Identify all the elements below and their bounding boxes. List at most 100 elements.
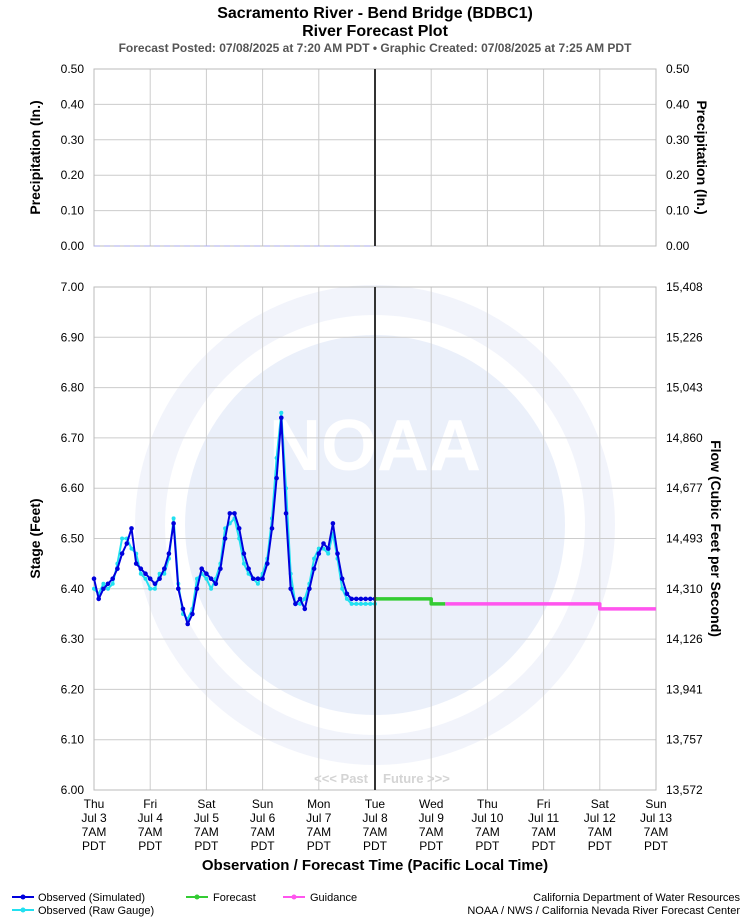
- precip-ytick-right: 0.30: [666, 133, 690, 147]
- stage-ytick-left: 6.50: [61, 532, 85, 546]
- x-tick-line: 7AM: [306, 825, 331, 839]
- data-point-observed-raw-gauge: [354, 601, 359, 606]
- x-tick-line: Jul 3: [81, 811, 107, 825]
- data-point-observed-simulated: [166, 551, 172, 556]
- x-tick-label: Sat Jul 12 7AM PDT: [584, 797, 616, 853]
- precip-ytick-left: 0.20: [61, 168, 85, 182]
- data-point-observed-simulated: [105, 581, 111, 587]
- x-tick-line: Jul 5: [194, 811, 220, 825]
- legend-label: Observed (Simulated): [38, 892, 145, 904]
- x-tick-line: Mon: [307, 797, 330, 811]
- data-point-observed-raw-gauge: [326, 551, 331, 556]
- data-point-observed-simulated: [279, 415, 284, 421]
- x-tick-label: Thu Jul 10 7AM PDT: [471, 797, 503, 853]
- data-point-observed-raw-gauge: [148, 586, 153, 591]
- data-point-observed-raw-gauge: [106, 586, 110, 591]
- data-point-observed-simulated: [152, 581, 158, 587]
- data-point-observed-simulated: [129, 526, 134, 531]
- data-point-observed-simulated: [250, 576, 256, 581]
- x-tick-line: 7AM: [587, 825, 612, 839]
- precip-ytick-right: 0.00: [666, 239, 690, 253]
- data-point-observed-simulated: [335, 551, 340, 556]
- x-tick-line: Sat: [197, 797, 216, 811]
- x-tick-line: 7AM: [419, 825, 444, 839]
- stage-panel: 7.00 15,408 6.90 15,226 6.80 15,043 6.70 14,860…: [27, 280, 724, 874]
- precip-ytick-left: 0.10: [61, 204, 85, 218]
- x-tick-line: Thu: [477, 797, 498, 811]
- data-point-observed-simulated: [96, 596, 101, 602]
- flow-ylabel-right: Flow (Cubic Feet per Second): [708, 440, 724, 637]
- stage-ytick-left: 6.20: [61, 682, 85, 696]
- stage-ytick-left: 6.70: [61, 431, 85, 445]
- series-line-forecast: [375, 597, 446, 606]
- series-line-guidance: [445, 602, 656, 611]
- x-tick-line: Jul 6: [250, 811, 276, 825]
- precip-ytick-left: 0.00: [61, 239, 85, 253]
- x-tick-line: PDT: [644, 839, 669, 853]
- flow-ytick-right: 14,310: [666, 582, 703, 596]
- data-point-observed-simulated: [274, 475, 279, 481]
- stage-ytick-left: 7.00: [61, 280, 85, 294]
- data-point-observed-raw-gauge: [340, 586, 345, 591]
- data-point-observed-raw-gauge: [129, 546, 134, 551]
- precipitation-panel: 0.50 0.50 0.40 0.40 0.30 0.30 0.20 0.20 0.10 0.10…: [27, 62, 710, 253]
- credit-line-2: NOAA / NWS / California Nevada River For…: [467, 905, 740, 917]
- data-point-observed-simulated: [363, 596, 368, 602]
- legend-item-guidance: Guidance: [283, 892, 357, 904]
- data-point-observed-raw-gauge: [358, 601, 363, 606]
- x-tick-line: PDT: [194, 839, 219, 853]
- flow-ytick-right: 13,572: [666, 783, 703, 797]
- flow-ytick-right: 13,941: [666, 682, 703, 696]
- data-point-observed-simulated: [157, 576, 162, 581]
- stage-ytick-left: 6.40: [61, 582, 85, 596]
- legend-label: Forecast: [213, 892, 256, 904]
- data-point-observed-simulated: [260, 576, 265, 581]
- x-tick-label: Sun Jul 6 7AM PDT: [250, 797, 276, 853]
- data-point-observed-simulated: [358, 596, 364, 602]
- chart-title: Sacramento River - Bend Bridge (BDBC1): [217, 5, 533, 22]
- flow-ytick-right: 14,677: [666, 481, 703, 495]
- x-tick-line: Jul 11: [528, 811, 559, 825]
- x-tick-line: 7AM: [531, 825, 556, 839]
- x-tick-line: Tue: [365, 797, 386, 811]
- data-point-observed-raw-gauge: [204, 576, 209, 581]
- x-tick-line: Jul 4: [138, 811, 164, 825]
- data-point-observed-simulated: [147, 576, 153, 581]
- flow-ytick-right: 15,043: [666, 381, 703, 395]
- stage-ytick-left: 6.80: [61, 381, 85, 395]
- x-tick-line: Jul 12: [584, 811, 616, 825]
- data-point-observed-simulated: [325, 546, 331, 551]
- data-point-observed-raw-gauge: [120, 536, 125, 541]
- data-point-observed-simulated: [321, 541, 326, 546]
- data-point-observed-simulated: [190, 611, 195, 617]
- x-tick-label: Mon Jul 7 7AM PDT: [306, 797, 332, 853]
- x-tick-line: PDT: [532, 839, 557, 853]
- legend: Observed (Simulated) Forecast Guidance O…: [12, 892, 357, 917]
- data-point-observed-simulated: [293, 601, 298, 607]
- x-tick-line: PDT: [307, 839, 332, 853]
- stage-ytick-left: 6.60: [61, 481, 85, 495]
- precip-ylabel-right: Precipitation (In.): [694, 100, 710, 214]
- data-point-observed-raw-gauge: [101, 581, 106, 586]
- x-tick-line: Sat: [591, 797, 610, 811]
- data-point-observed-simulated: [255, 576, 261, 581]
- data-point-observed-raw-gauge: [110, 581, 115, 586]
- precip-ytick-right: 0.40: [666, 97, 690, 111]
- data-point-observed-raw-gauge: [143, 576, 148, 581]
- series-forecast: [375, 597, 446, 606]
- x-tick-label: Sun Jul 13 7AM PDT: [640, 797, 672, 853]
- data-point-observed-raw-gauge: [312, 556, 317, 561]
- data-point-observed-raw-gauge: [138, 571, 143, 576]
- data-point-observed-simulated: [194, 586, 200, 592]
- precip-ytick-left: 0.40: [61, 97, 85, 111]
- data-point-observed-raw-gauge: [368, 601, 373, 606]
- x-tick-line: PDT: [475, 839, 500, 853]
- data-point-observed-simulated: [119, 551, 125, 556]
- x-tick-line: Jul 7: [306, 811, 332, 825]
- data-point-observed-simulated: [307, 586, 312, 592]
- credit-line-1: California Department of Water Resources: [533, 892, 740, 904]
- data-point-observed-raw-gauge: [152, 586, 157, 591]
- legend-item-observed-simulated: Observed (Simulated): [12, 892, 145, 904]
- data-point-observed-simulated: [236, 526, 242, 531]
- precip-ytick-left: 0.30: [61, 133, 85, 147]
